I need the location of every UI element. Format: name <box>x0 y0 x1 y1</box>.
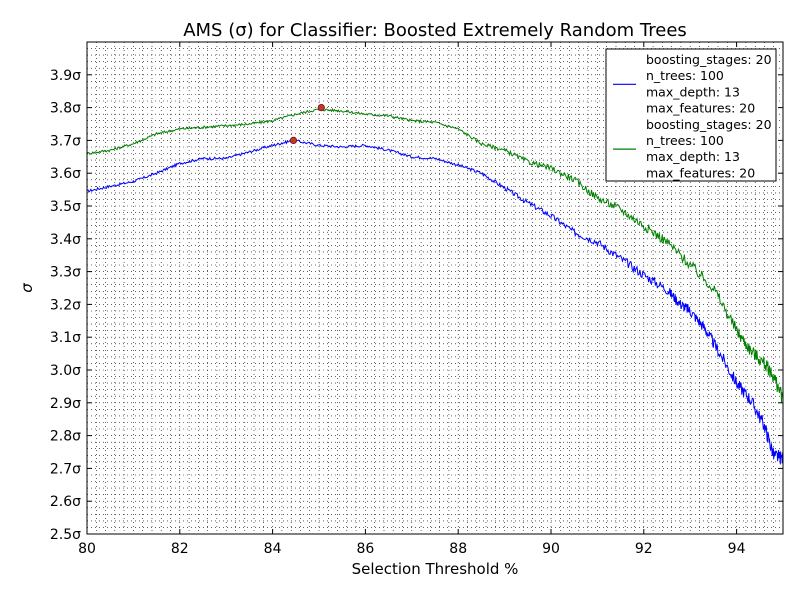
legend-entry-1: boosting_stages: 20n_trees: 100max_depth… <box>613 52 772 116</box>
y-tick-label: 3.6σ <box>50 166 81 182</box>
x-tick-label: 94 <box>728 541 746 557</box>
x-tick-label: 90 <box>542 541 560 557</box>
legend-entry-2: boosting_stages: 20n_trees: 100max_depth… <box>613 117 772 180</box>
y-axis-tick-labels: 2.5σ 2.6σ 2.7σ 2.8σ 2.9σ 3.0σ 3.1σ 3.2σ 3.3σ 3.4σ… <box>50 68 81 543</box>
legend-label-line: max_features: 20 <box>646 101 755 116</box>
legend-label-line: boosting_stages: 20 <box>646 52 772 67</box>
x-tick-label: 84 <box>264 541 282 557</box>
legend-label-line: n_trees: 100 <box>646 133 724 148</box>
legend-label-line: max_depth: 13 <box>646 84 740 99</box>
legend-box <box>605 48 777 182</box>
x-tick-label: 88 <box>449 541 467 557</box>
y-tick-label: 2.7σ <box>50 461 81 477</box>
legend-label-line: n_trees: 100 <box>646 68 724 83</box>
tick-marks <box>86 42 783 535</box>
y-tick-label: 3.3σ <box>50 265 81 281</box>
x-tick-label: 80 <box>78 541 96 557</box>
grid <box>87 42 783 534</box>
marker-layer <box>289 104 325 144</box>
plot-frame <box>86 41 784 535</box>
y-tick-label: 3.8σ <box>50 101 81 117</box>
legend-label-line: max_depth: 13 <box>646 149 740 164</box>
y-tick-label: 2.5σ <box>50 527 81 543</box>
y-tick-label: 3.1σ <box>50 330 81 346</box>
max-marker-2 <box>317 104 325 112</box>
legend: boosting_stages: 20n_trees: 100max_depth… <box>605 48 777 182</box>
x-tick-label: 92 <box>635 541 653 557</box>
series-line-1 <box>86 138 784 465</box>
y-tick-label: 2.9σ <box>50 396 81 412</box>
legend-entries: boosting_stages: 20n_trees: 100max_depth… <box>613 52 772 180</box>
y-tick-label: 3.4σ <box>50 232 81 248</box>
max-marker-1 <box>289 136 298 144</box>
y-tick-label: 2.6σ <box>50 494 81 510</box>
chart-title: AMS (σ) for Classifier: Boosted Extremel… <box>183 20 687 41</box>
x-axis-label: Selection Threshold % <box>352 560 519 578</box>
y-axis-label: σ <box>18 283 36 293</box>
y-tick-label: 3.7σ <box>50 133 81 149</box>
legend-label-line: boosting_stages: 20 <box>646 117 772 132</box>
x-axis-tick-labels: 80 82 84 86 88 90 92 94 <box>78 541 746 557</box>
x-tick-label: 82 <box>171 541 189 557</box>
y-tick-label: 3.9σ <box>50 68 81 84</box>
series-line-2 <box>86 107 784 403</box>
x-tick-label: 86 <box>356 541 374 557</box>
y-tick-label: 3.0σ <box>50 363 81 379</box>
series-layer <box>86 107 784 465</box>
legend-label-line: max_features: 20 <box>646 165 755 180</box>
y-tick-label: 3.5σ <box>50 199 81 215</box>
y-tick-label: 3.2σ <box>50 297 81 313</box>
y-tick-label: 2.8σ <box>50 429 81 445</box>
